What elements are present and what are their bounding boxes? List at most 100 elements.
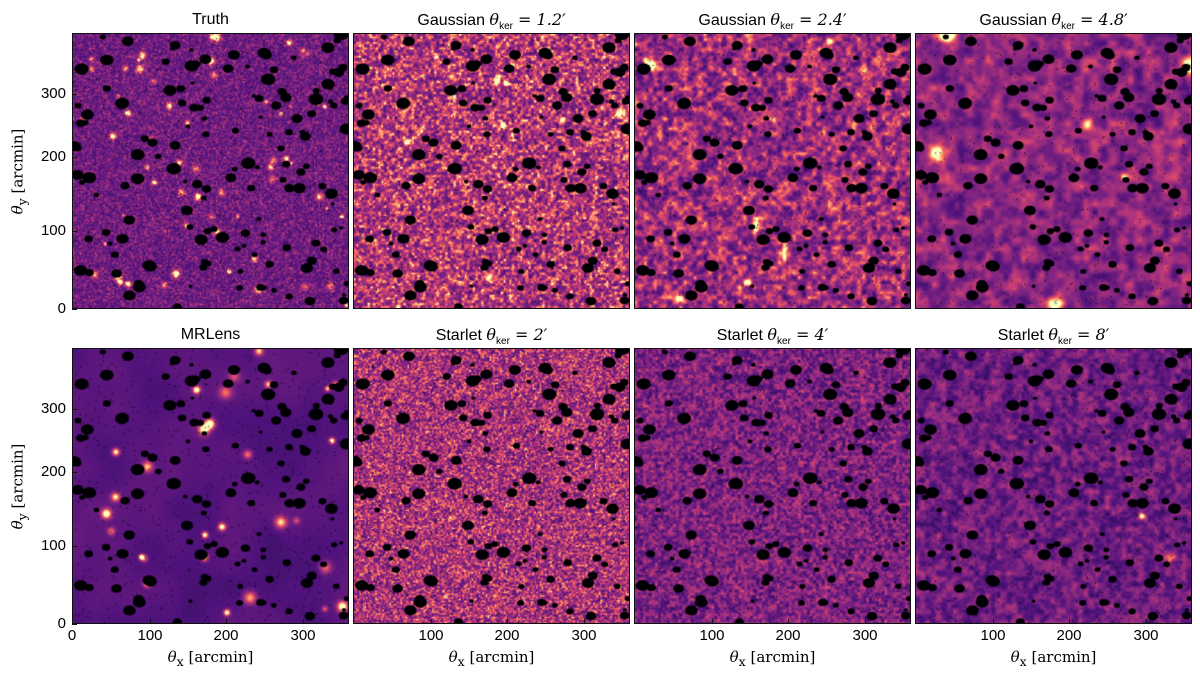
x-axis-unit: [arcmin] xyxy=(1031,648,1097,666)
y-axis-sub: y xyxy=(14,513,30,521)
x-axis-sub: x xyxy=(738,654,746,669)
panel-title-text: Gaussian xyxy=(417,12,490,29)
x-tick-mark xyxy=(712,619,713,624)
panel-title-text: MRLens xyxy=(180,326,241,343)
y-tick-label: 100 xyxy=(40,222,66,239)
map-panel-starlet2 xyxy=(353,348,630,624)
y-tick-mark xyxy=(72,94,77,95)
kernel-theta-symbol: θ xyxy=(1051,10,1062,29)
convergence-map-image xyxy=(916,349,1191,623)
kernel-subscript: ker xyxy=(499,21,513,33)
kernel-size-value: = 4′ xyxy=(790,325,829,344)
kernel-subscript: ker xyxy=(496,336,510,348)
x-axis-theta: θ xyxy=(167,648,177,666)
x-tick-label: 100 xyxy=(137,627,163,644)
y-axis-unit: [arcmin] xyxy=(8,128,27,194)
x-tick-label: 0 xyxy=(67,627,77,644)
panel-title-text: Starlet xyxy=(435,327,487,344)
panel-title-gauss12: Gaussian θker = 1.2′ xyxy=(353,10,630,37)
panel-title-starlet2: Starlet θker = 2′ xyxy=(353,325,630,352)
panel-title-text: Truth xyxy=(192,11,229,28)
x-tick-label: 300 xyxy=(290,627,316,644)
kernel-theta-symbol: θ xyxy=(489,10,500,29)
y-tick-mark xyxy=(72,231,77,232)
kernel-size-value: = 8′ xyxy=(1071,325,1110,344)
kernel-size-value: = 2′ xyxy=(509,325,548,344)
convergence-map-image xyxy=(73,34,348,308)
map-panel-gauss24 xyxy=(634,33,911,309)
y-tick-label: 200 xyxy=(40,148,66,165)
x-axis-unit: [arcmin] xyxy=(750,648,816,666)
x-axis-theta: θ xyxy=(448,648,458,666)
kernel-subscript: ker xyxy=(780,21,794,33)
kernel-theta-symbol: θ xyxy=(770,10,781,29)
x-tick-label: 300 xyxy=(852,627,878,644)
panel-title-truth: Truth xyxy=(72,10,349,30)
panel-title-text: Gaussian xyxy=(698,12,771,29)
kernel-subscript: ker xyxy=(777,336,791,348)
x-tick-label: 100 xyxy=(980,627,1006,644)
x-tick-mark xyxy=(1146,619,1147,624)
x-tick-label: 200 xyxy=(1056,627,1082,644)
y-axis-space xyxy=(9,194,27,199)
map-panel-mrlens xyxy=(72,348,349,624)
x-tick-mark xyxy=(150,619,151,624)
x-axis-label: θx [arcmin] xyxy=(353,648,630,669)
x-axis-unit: [arcmin] xyxy=(469,648,535,666)
panel-title-starlet4: Starlet θker = 4′ xyxy=(634,325,911,352)
x-tick-mark xyxy=(507,619,508,624)
kernel-size-value: = 4.8′ xyxy=(1074,10,1128,29)
y-axis-label: θy [arcmin] xyxy=(9,117,30,227)
panel-title-text: Starlet xyxy=(716,327,768,344)
panel-title-gauss48: Gaussian θker = 4.8′ xyxy=(915,10,1192,37)
kernel-theta-symbol: θ xyxy=(486,325,497,344)
y-axis-sub: y xyxy=(14,198,30,206)
x-tick-label: 100 xyxy=(699,627,725,644)
y-tick-label: 300 xyxy=(40,85,66,102)
convergence-map-image xyxy=(354,34,629,308)
y-axis-label: θy [arcmin] xyxy=(9,432,30,542)
y-axis-unit: [arcmin] xyxy=(8,443,27,509)
x-tick-mark xyxy=(431,619,432,624)
y-tick-mark xyxy=(72,546,77,547)
panel-title-mrlens: MRLens xyxy=(72,325,349,345)
kernel-theta-symbol: θ xyxy=(1048,325,1059,344)
y-axis-space xyxy=(9,509,27,514)
x-axis-theta: θ xyxy=(1010,648,1020,666)
x-tick-label: 200 xyxy=(213,627,239,644)
y-tick-label: 0 xyxy=(57,615,66,632)
convergence-map-image xyxy=(73,349,348,623)
map-panel-starlet8 xyxy=(915,348,1192,624)
x-tick-mark xyxy=(72,619,73,624)
y-tick-label: 200 xyxy=(40,463,66,480)
x-tick-label: 200 xyxy=(494,627,520,644)
convergence-map-image xyxy=(635,34,910,308)
x-tick-label: 100 xyxy=(418,627,444,644)
panel-title-text: Starlet xyxy=(997,327,1049,344)
map-panel-truth xyxy=(72,33,349,309)
x-tick-mark xyxy=(1069,619,1070,624)
convergence-map-image xyxy=(916,34,1191,308)
convergence-map-image xyxy=(635,349,910,623)
x-tick-label: 200 xyxy=(775,627,801,644)
x-tick-mark xyxy=(584,619,585,624)
y-axis-theta: θ xyxy=(8,520,27,530)
x-axis-label: θx [arcmin] xyxy=(634,648,911,669)
x-axis-theta: θ xyxy=(729,648,739,666)
x-axis-sub: x xyxy=(176,654,184,669)
x-axis-sub: x xyxy=(457,654,465,669)
kernel-subscript: ker xyxy=(1058,336,1072,348)
convergence-map-image xyxy=(354,349,629,623)
y-axis-theta: θ xyxy=(8,205,27,215)
y-tick-mark xyxy=(72,157,77,158)
x-axis-label: θx [arcmin] xyxy=(72,648,349,669)
panel-title-text: Gaussian xyxy=(979,12,1052,29)
map-panel-starlet4 xyxy=(634,348,911,624)
kernel-subscript: ker xyxy=(1061,21,1075,33)
x-axis-label: θx [arcmin] xyxy=(915,648,1192,669)
y-tick-mark xyxy=(72,472,77,473)
x-tick-mark xyxy=(303,619,304,624)
kernel-size-value: = 1.2′ xyxy=(512,10,566,29)
x-tick-label: 300 xyxy=(571,627,597,644)
x-tick-mark xyxy=(865,619,866,624)
